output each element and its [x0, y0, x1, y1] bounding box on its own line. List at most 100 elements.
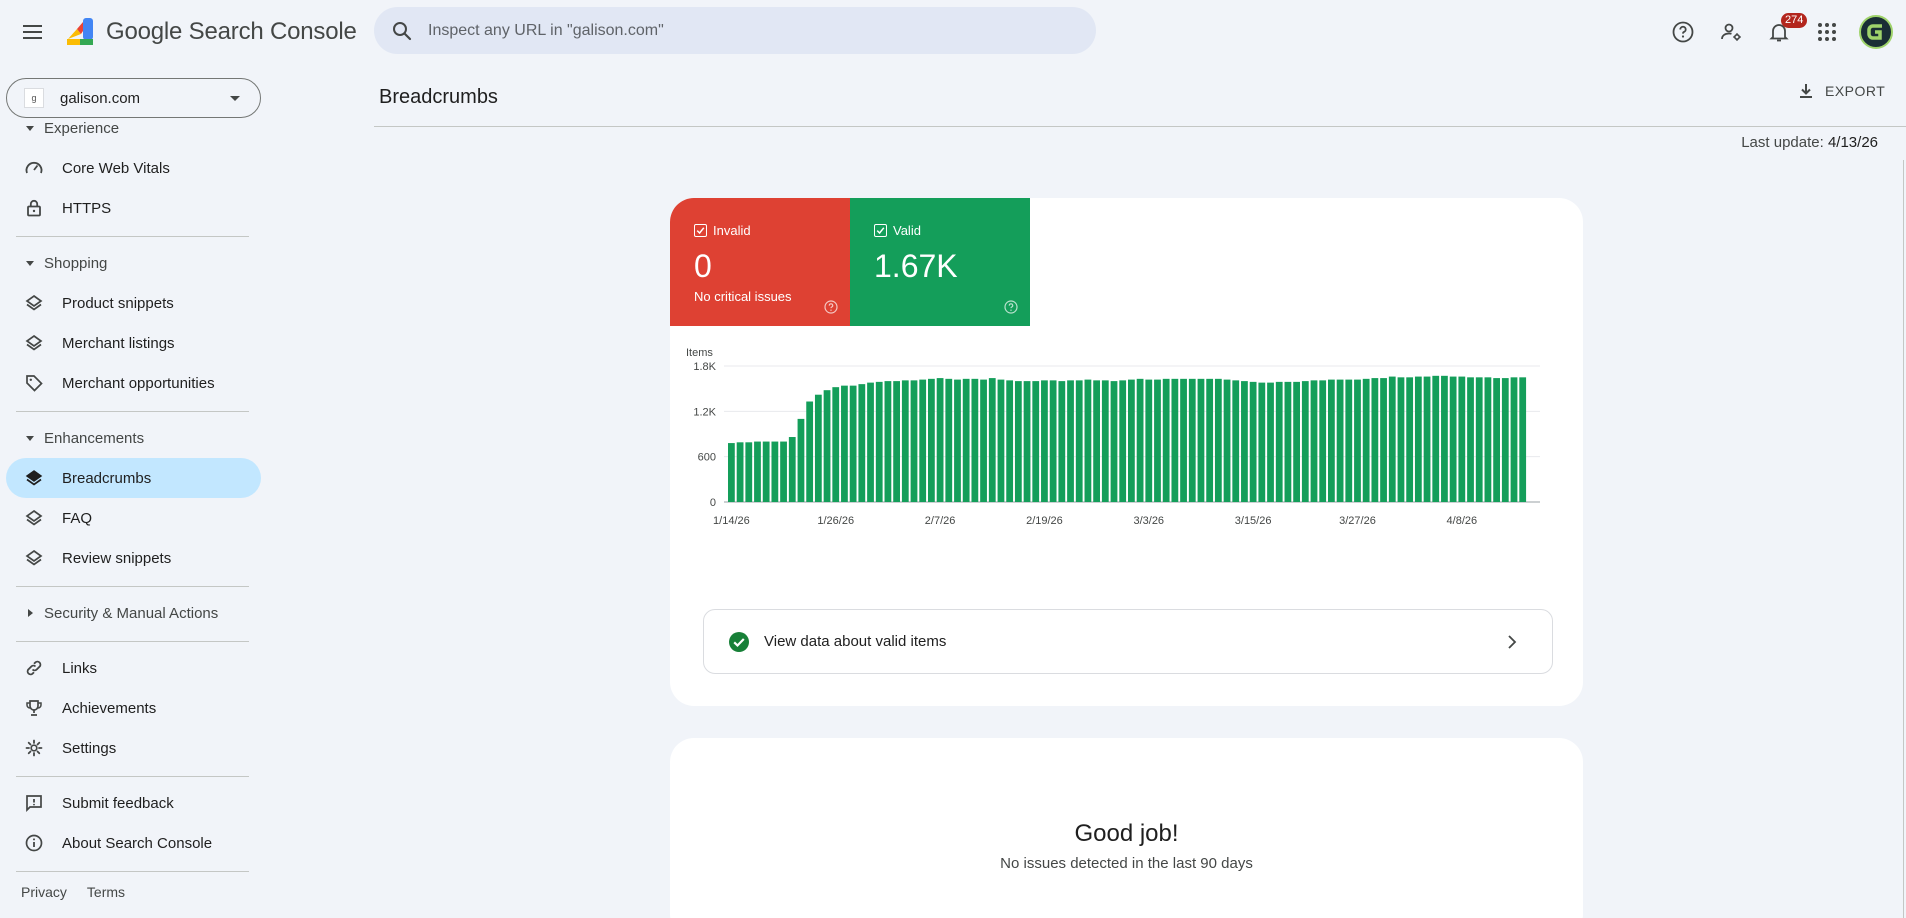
chart-bar[interactable]: [1136, 378, 1144, 502]
search-input[interactable]: [428, 21, 1096, 40]
invalid-tile[interactable]: Invalid 0 No critical issues: [670, 198, 850, 326]
chart-bar[interactable]: [1293, 381, 1300, 502]
chart-bar[interactable]: [1241, 381, 1248, 502]
chart-bar[interactable]: [1188, 378, 1196, 502]
chart-bar[interactable]: [954, 379, 961, 502]
chart-bar[interactable]: [1223, 379, 1231, 502]
chart-bar[interactable]: [1084, 379, 1092, 502]
chart-bar[interactable]: [928, 378, 935, 502]
chart-bar[interactable]: [1267, 382, 1274, 502]
chart-bar[interactable]: [788, 437, 796, 502]
chart-bar[interactable]: [910, 380, 918, 502]
chart-bar[interactable]: [1467, 377, 1474, 502]
chart-bar[interactable]: [1171, 378, 1179, 502]
apps-button[interactable]: [1807, 12, 1847, 52]
export-button[interactable]: EXPORT: [1797, 82, 1885, 100]
chart-bar[interactable]: [1232, 380, 1240, 502]
sidebar-item-core-web-vitals[interactable]: Core Web Vitals: [6, 148, 261, 188]
chart-bar[interactable]: [1423, 376, 1431, 502]
chart-bar[interactable]: [1406, 377, 1414, 502]
chart-bar[interactable]: [1067, 380, 1074, 502]
chart-bar[interactable]: [1023, 381, 1031, 502]
chart-bar[interactable]: [1484, 377, 1492, 502]
chart-bar[interactable]: [1041, 380, 1048, 502]
chart-bar[interactable]: [849, 385, 857, 502]
chart-bar[interactable]: [754, 441, 761, 502]
chart-bar[interactable]: [1432, 375, 1440, 502]
chart-bar[interactable]: [1345, 379, 1353, 502]
sidebar-item-merchant-listings[interactable]: Merchant listings: [6, 323, 261, 363]
chart-bar[interactable]: [814, 394, 822, 502]
user-settings-button[interactable]: [1711, 12, 1751, 52]
chart-bar[interactable]: [1058, 381, 1066, 502]
chart-bar[interactable]: [806, 401, 814, 502]
sidebar-item-submit-feedback[interactable]: Submit feedback: [6, 783, 261, 823]
main-menu-button[interactable]: [16, 16, 48, 48]
chart-bar[interactable]: [1162, 378, 1170, 502]
chart-bar[interactable]: [1510, 377, 1518, 502]
chart-bar[interactable]: [1493, 378, 1500, 502]
chart-bar[interactable]: [1258, 382, 1266, 502]
chart-bar[interactable]: [832, 387, 840, 502]
chart-bar[interactable]: [823, 390, 831, 502]
chart-bar[interactable]: [1206, 378, 1214, 502]
chart-bar[interactable]: [745, 442, 753, 502]
sidebar-item-links[interactable]: Links: [6, 648, 261, 688]
sidebar-item-achievements[interactable]: Achievements: [6, 688, 261, 728]
sidebar-item-settings[interactable]: Settings: [6, 728, 261, 768]
chart-bar[interactable]: [1032, 381, 1040, 502]
section-enhancements[interactable]: Enhancements: [0, 426, 144, 450]
chart-bar[interactable]: [1249, 381, 1257, 502]
chart-bar[interactable]: [893, 381, 900, 502]
chart-bar[interactable]: [1336, 379, 1344, 502]
chart-bar[interactable]: [1197, 378, 1205, 502]
chart-bar[interactable]: [1362, 378, 1370, 502]
chart-bar[interactable]: [962, 378, 970, 502]
help-button[interactable]: [1663, 12, 1703, 52]
sidebar-item-https[interactable]: HTTPS: [6, 188, 261, 228]
chart-bar[interactable]: [1501, 378, 1509, 502]
chart-bar[interactable]: [1145, 379, 1153, 502]
chart-bar[interactable]: [884, 381, 892, 502]
chart-bar[interactable]: [1110, 381, 1118, 502]
chart-bar[interactable]: [858, 384, 866, 502]
chart-bar[interactable]: [1284, 381, 1292, 502]
privacy-link[interactable]: Privacy: [21, 884, 67, 900]
sidebar-item-product-snippets[interactable]: Product snippets: [6, 283, 261, 323]
chart-bar[interactable]: [1319, 380, 1327, 502]
chart-bar[interactable]: [1354, 379, 1361, 502]
chart-bar[interactable]: [980, 379, 987, 502]
chart-bar[interactable]: [867, 382, 874, 502]
sidebar-item-about[interactable]: About Search Console: [6, 823, 261, 863]
chart-bar[interactable]: [1093, 380, 1100, 502]
chart-bar[interactable]: [919, 379, 927, 502]
chart-bar[interactable]: [1458, 376, 1466, 502]
chart-bar[interactable]: [1128, 379, 1135, 502]
url-inspection-search[interactable]: [374, 7, 1096, 54]
chart-bar[interactable]: [1275, 381, 1283, 502]
chart-bar[interactable]: [1414, 376, 1422, 502]
chart-bar[interactable]: [1180, 378, 1187, 502]
chart-bar[interactable]: [736, 442, 744, 502]
chart-bar[interactable]: [1388, 376, 1396, 502]
chart-bar[interactable]: [1397, 377, 1405, 502]
section-experience[interactable]: Experience: [0, 120, 119, 140]
chart-bar[interactable]: [1449, 376, 1457, 502]
chart-bar[interactable]: [771, 441, 779, 502]
chart-bar[interactable]: [997, 379, 1005, 502]
chart-bar[interactable]: [1154, 379, 1161, 502]
sidebar-item-faq[interactable]: FAQ: [6, 498, 261, 538]
chart-bar[interactable]: [1519, 377, 1527, 502]
sidebar-item-review-snippets[interactable]: Review snippets: [6, 538, 261, 578]
chart-bar[interactable]: [797, 418, 805, 502]
sidebar-item-merchant-opportunities[interactable]: Merchant opportunities: [6, 363, 261, 403]
chart-bar[interactable]: [728, 443, 735, 502]
section-shopping[interactable]: Shopping: [0, 251, 107, 275]
sidebar-item-breadcrumbs[interactable]: Breadcrumbs: [6, 458, 261, 498]
chart-bar[interactable]: [1075, 380, 1083, 502]
chart-bar[interactable]: [936, 378, 944, 502]
help-circle-icon[interactable]: [1004, 300, 1018, 314]
chart-bar[interactable]: [1214, 378, 1222, 502]
valid-tile[interactable]: Valid 1.67K: [850, 198, 1030, 326]
chart-bar[interactable]: [1049, 380, 1057, 502]
